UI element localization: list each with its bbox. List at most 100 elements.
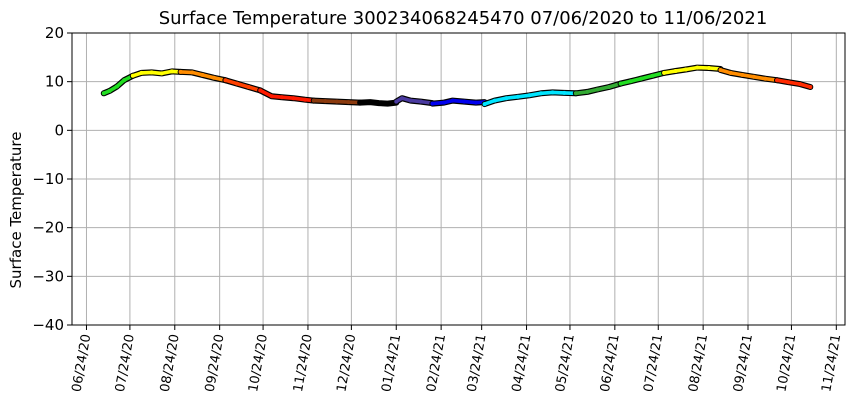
x-tick-label: 07/24/20	[113, 333, 138, 393]
data-point	[122, 78, 127, 83]
x-tick-label: 11/24/20	[291, 333, 316, 393]
data-point	[385, 101, 390, 106]
data-point	[358, 100, 363, 105]
data-point	[246, 85, 251, 89]
data-point	[482, 102, 487, 107]
data-series	[429, 97, 488, 107]
x-tick-label: 08/24/21	[686, 333, 711, 393]
data-point	[673, 69, 678, 73]
data-point	[492, 98, 497, 103]
data-series	[481, 89, 579, 108]
data-point	[279, 95, 284, 100]
data-point	[728, 70, 733, 75]
data-point	[400, 96, 404, 101]
series-line	[223, 78, 262, 93]
x-tick-label: 03/24/21	[465, 333, 490, 393]
data-point	[740, 72, 745, 77]
x-tick-label: 06/24/21	[598, 333, 623, 393]
data-point	[139, 70, 144, 75]
data-series	[661, 64, 724, 76]
data-point	[573, 91, 578, 96]
x-tick-label: 08/24/20	[158, 333, 183, 393]
data-point	[408, 98, 413, 103]
data-point	[539, 91, 543, 96]
data-point	[775, 78, 779, 83]
x-tick-label: 06/24/20	[70, 333, 95, 393]
data-series	[357, 99, 400, 107]
data-series	[222, 77, 264, 94]
data-series	[617, 69, 668, 87]
data-point	[706, 66, 711, 70]
data-point	[683, 67, 688, 72]
data-point	[504, 96, 509, 101]
data-point	[763, 76, 768, 81]
data-point	[200, 72, 205, 77]
data-point	[211, 75, 216, 80]
data-point	[178, 69, 183, 74]
data-point	[269, 94, 274, 99]
data-point	[607, 85, 611, 89]
data-point	[550, 90, 555, 95]
data-point	[562, 90, 567, 95]
data-series	[310, 97, 364, 106]
data-series	[774, 77, 814, 90]
y-tick-label: −10	[32, 170, 64, 188]
data-point	[107, 88, 112, 93]
data-point	[462, 99, 467, 104]
data-point	[323, 99, 328, 104]
data-point	[303, 97, 308, 102]
y-tick-label: −40	[32, 316, 64, 334]
data-series	[257, 87, 317, 104]
data-point	[258, 88, 263, 93]
data-point	[223, 78, 228, 83]
data-point	[751, 74, 756, 79]
data-series	[393, 95, 436, 107]
data-point	[130, 73, 135, 78]
data-point	[149, 70, 154, 75]
data-point	[473, 100, 478, 105]
data-point	[650, 73, 655, 78]
data-point	[159, 71, 164, 76]
data-point	[334, 99, 339, 104]
axes: 20 10 0 −10 −20 −30 −40 06/24/20 07/24/20 08/24/2…	[32, 24, 844, 393]
data-point	[376, 101, 381, 106]
data-point	[169, 69, 174, 74]
y-tick-label: 0	[54, 121, 64, 139]
data-point	[718, 68, 723, 72]
x-tick-label: 11/24/21	[819, 333, 844, 393]
x-tick-label: 05/24/21	[553, 333, 578, 393]
data-series	[100, 72, 136, 97]
y-tick-label: −20	[32, 219, 64, 237]
data-point	[291, 96, 296, 101]
x-tick-label: 10/24/21	[774, 333, 799, 393]
data-point	[442, 100, 446, 105]
series-line	[775, 78, 813, 89]
data-point	[662, 70, 667, 75]
x-tick-label: 01/24/21	[379, 333, 404, 393]
data-point	[628, 79, 633, 84]
data-layer	[100, 64, 814, 108]
y-tick-label: 20	[45, 24, 64, 42]
data-point	[101, 91, 106, 96]
y-tick-label: −30	[32, 267, 64, 285]
x-tick-label: 12/24/20	[334, 333, 359, 393]
x-tick-label: 09/24/21	[731, 333, 756, 393]
data-point	[368, 100, 373, 105]
grid	[72, 32, 845, 326]
chart-title: Surface Temperature 300234068245470 07/0…	[159, 8, 768, 29]
data-point	[808, 85, 813, 89]
data-point	[311, 98, 316, 103]
data-point	[346, 100, 351, 105]
data-point	[450, 98, 455, 103]
data-point	[585, 89, 590, 94]
data-point	[638, 76, 643, 81]
x-tick-label: 10/24/20	[246, 333, 271, 393]
x-tick-label: 02/24/21	[424, 333, 449, 393]
data-point	[430, 101, 435, 106]
data-point	[695, 65, 700, 70]
y-axis-label: Surface Temperature	[7, 132, 25, 289]
x-tick-label: 09/24/20	[203, 333, 228, 393]
data-series	[717, 67, 780, 84]
